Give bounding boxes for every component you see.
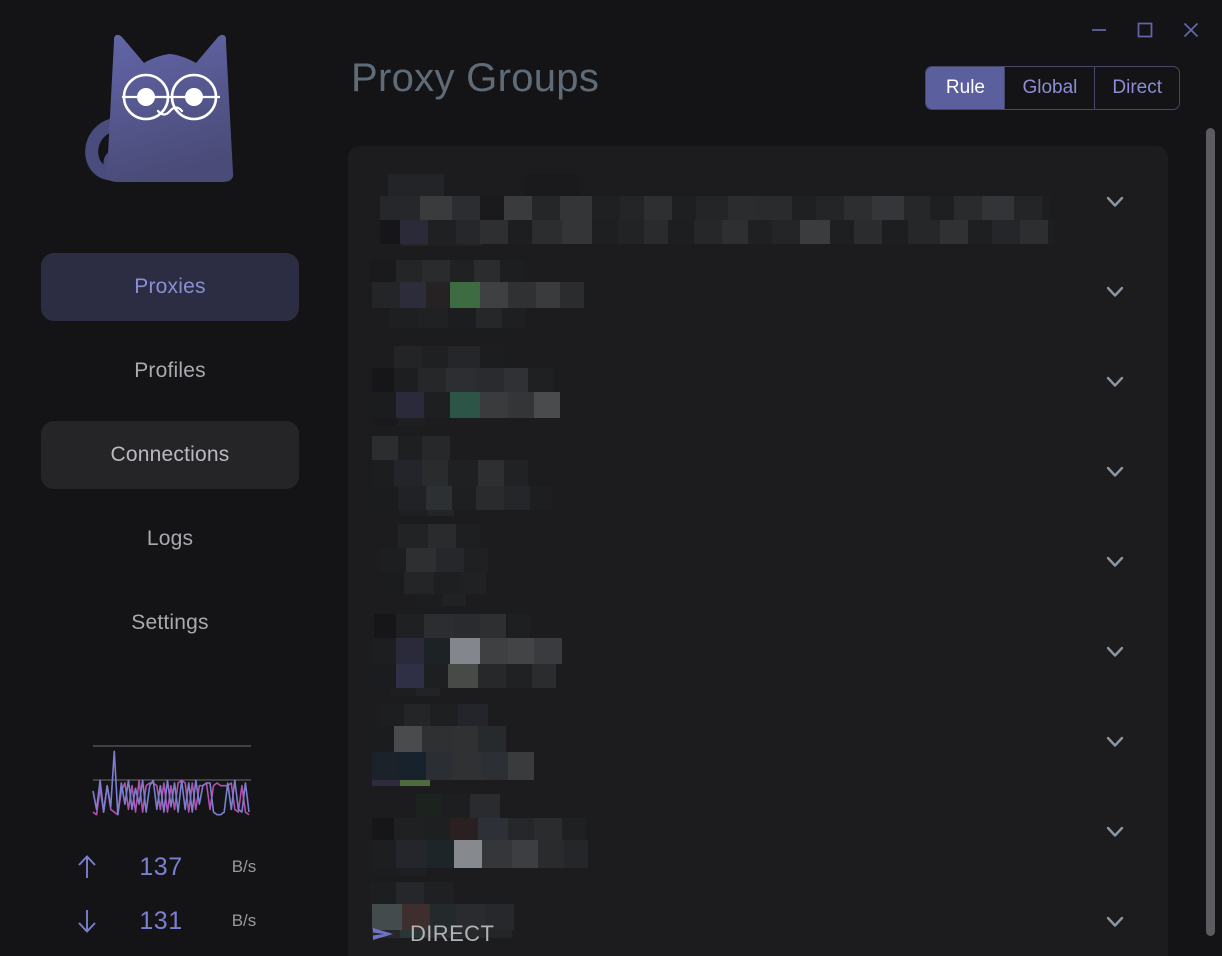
arrow-down-icon [65, 907, 109, 935]
proxy-groups-panel: DIRECT [348, 146, 1168, 956]
proxy-group-row[interactable] [348, 426, 1168, 516]
proxy-group-row[interactable] [348, 696, 1168, 786]
download-stat-row: 131 B/s [65, 894, 275, 948]
window-titlebar [0, 0, 1222, 60]
close-button[interactable] [1168, 10, 1214, 50]
mode-button-direct[interactable]: Direct [1094, 67, 1179, 109]
redacted-group-content [380, 524, 488, 606]
proxy-item-label: DIRECT [410, 921, 495, 946]
sidebar-item-label: Logs [146, 527, 194, 550]
sidebar-item-label: Profiles [134, 359, 206, 382]
mode-button-label: Direct [1112, 77, 1162, 98]
sidebar-item-settings[interactable]: Settings [41, 589, 299, 657]
mode-button-label: Global [1022, 77, 1078, 98]
main-content: Proxy Groups Rule Global Direct DIRECT [340, 0, 1222, 956]
scrollbar-thumb[interactable] [1206, 128, 1215, 936]
redacted-group-content [372, 614, 562, 696]
redacted-group-content [372, 436, 552, 516]
traffic-chart[interactable] [87, 742, 253, 826]
chevron-down-icon[interactable] [1102, 638, 1128, 664]
chevron-down-icon[interactable] [1102, 458, 1128, 484]
clash-cat-logo-icon [85, 34, 234, 182]
redacted-group-content [370, 260, 584, 328]
redacted-group-content [380, 174, 1054, 246]
sidebar: Proxies Profiles Connections Logs Settin… [0, 0, 340, 956]
sidebar-item-logs[interactable]: Logs [41, 505, 299, 573]
chevron-down-icon[interactable] [1102, 368, 1128, 394]
sidebar-item-connections[interactable]: Connections [41, 421, 299, 489]
redacted-group-content [372, 704, 534, 786]
mode-button-global[interactable]: Global [1004, 67, 1094, 109]
proxy-group-row[interactable] [348, 786, 1168, 876]
proxy-group-row[interactable] [348, 156, 1168, 246]
close-icon [1183, 22, 1199, 38]
minimize-button[interactable] [1076, 10, 1122, 50]
sidebar-nav: Proxies Profiles Connections Logs Settin… [0, 253, 340, 673]
chevron-down-icon[interactable] [1102, 278, 1128, 304]
app-logo [65, 18, 275, 223]
proxy-group-row[interactable] [348, 516, 1168, 606]
traffic-sparkline-icon [92, 745, 251, 816]
upload-speed-value: 137 [139, 852, 183, 881]
download-speed-unit: B/s [231, 911, 257, 930]
chevron-down-icon[interactable] [1102, 548, 1128, 574]
sidebar-item-proxies[interactable]: Proxies [41, 253, 299, 321]
maximize-icon [1137, 22, 1153, 38]
send-arrow-icon [370, 923, 404, 945]
sidebar-item-label: Proxies [134, 275, 206, 298]
upload-speed-unit: B/s [231, 857, 257, 876]
sidebar-item-label: Connections [110, 443, 230, 466]
traffic-widget: 137 B/s 131 B/s [0, 742, 340, 948]
chevron-down-icon[interactable] [1102, 728, 1128, 754]
proxy-group-list [348, 146, 1168, 956]
sidebar-item-label: Settings [131, 611, 209, 634]
chevron-down-icon[interactable] [1102, 818, 1128, 844]
maximize-button[interactable] [1122, 10, 1168, 50]
chevron-down-icon[interactable] [1102, 188, 1128, 214]
mode-button-label: Rule [945, 77, 985, 98]
arrow-up-icon [65, 853, 109, 881]
redacted-group-content [372, 794, 588, 876]
redacted-group-content [372, 346, 560, 426]
proxy-item-direct[interactable]: DIRECT [348, 912, 1168, 956]
download-speed-value: 131 [139, 906, 183, 935]
proxy-group-row[interactable] [348, 336, 1168, 426]
proxy-mode-selector: Rule Global Direct [925, 66, 1180, 110]
proxy-group-row[interactable] [348, 246, 1168, 336]
proxy-list-scrollbar[interactable] [1204, 120, 1216, 950]
minimize-icon [1092, 29, 1106, 31]
upload-stat-row: 137 B/s [65, 840, 275, 894]
sidebar-item-profiles[interactable]: Profiles [41, 337, 299, 405]
page-title: Proxy Groups [351, 56, 600, 100]
chevron-down-icon[interactable] [1102, 908, 1128, 934]
proxy-group-row[interactable] [348, 606, 1168, 696]
mode-button-rule[interactable]: Rule [926, 67, 1005, 109]
